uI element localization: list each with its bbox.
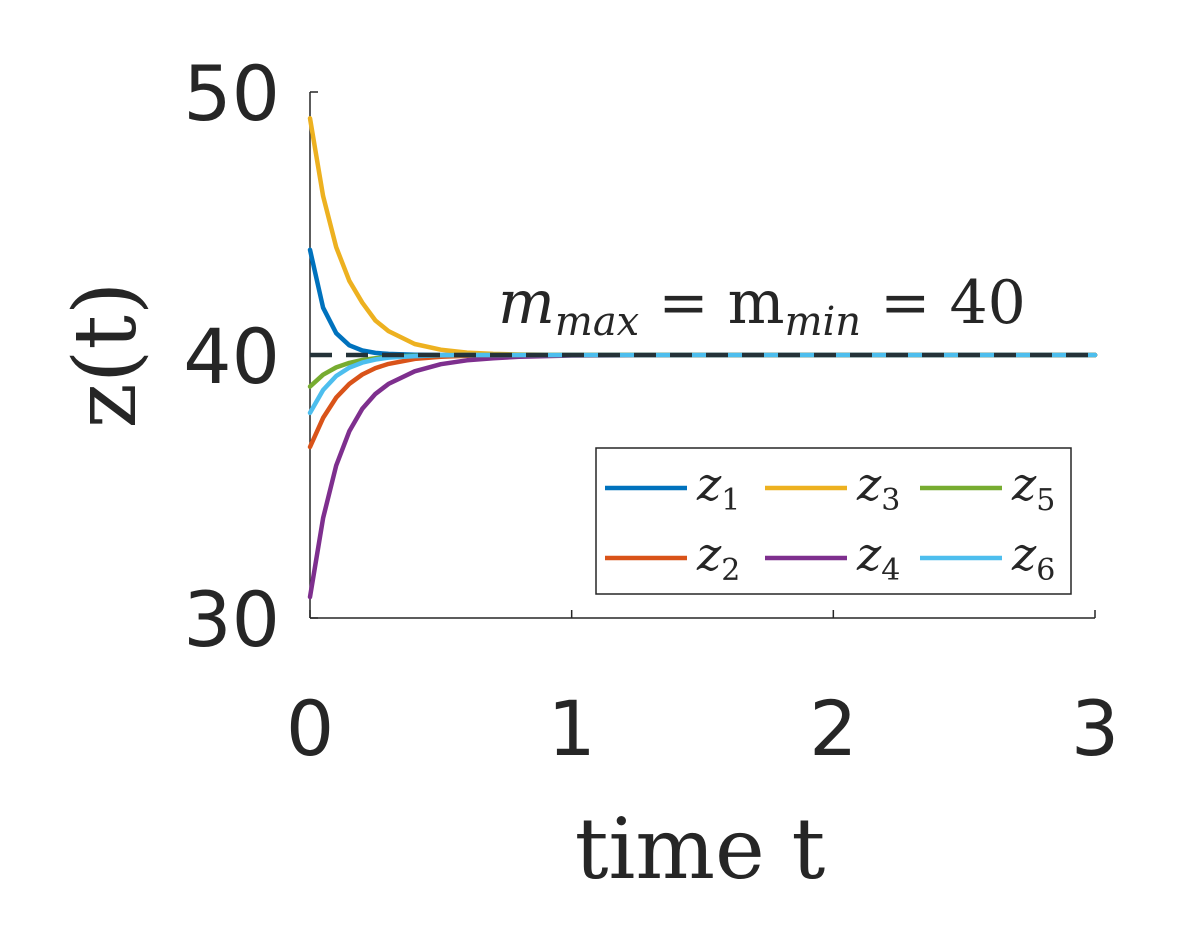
legend: z1 z2 z3 z4 z5 z6 [595,447,1072,595]
y-tick-label: 40 [183,312,280,401]
y-tick-label: 50 [183,49,280,138]
legend-label-z6: z6 [1011,527,1055,588]
y-tick-label: 30 [183,575,280,664]
x-tick-label: 3 [1071,684,1119,773]
x-axis-label: time t [575,800,826,898]
legend-label-z3: z3 [856,457,900,518]
legend-label-z2: z2 [696,527,740,588]
annotation: mmax = mmin = 40 [498,268,1026,345]
legend-label-z4: z4 [856,527,900,588]
y-axis-label: z(t) [56,282,156,429]
legend-label-z5: z5 [1011,457,1055,518]
x-tick-label: 0 [286,684,334,773]
x-tick-label: 1 [547,684,595,773]
x-tick-label: 2 [809,684,857,773]
legend-label-z1: z1 [696,457,740,518]
series-line-z6 [307,352,1098,416]
axes: 0 1 2 3 30 40 50 [183,49,1119,773]
legend-box [595,447,1072,595]
